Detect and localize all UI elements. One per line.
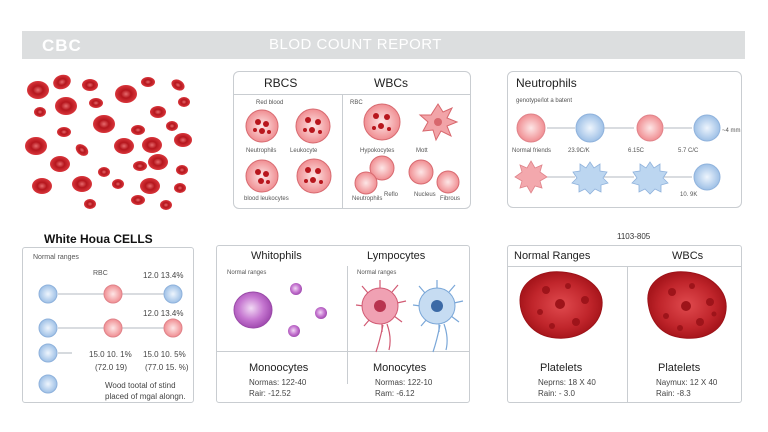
label-normal-friends: Normal friends <box>512 148 552 154</box>
label-5-7cc: 5.7 C/C <box>678 148 699 154</box>
label-blood-leukocytes: blood leukocytes <box>244 196 289 202</box>
label-6-15c: 6.15C <box>628 148 645 154</box>
label-reflo: Reflo <box>384 192 399 198</box>
label-23-9ck: 23.9C/K <box>568 148 590 154</box>
white-cells-header: Normal ranges <box>33 254 79 261</box>
label-nucleus: Nucleus <box>414 192 436 198</box>
platelets-right-name: Platelets <box>658 362 701 374</box>
panel-wbcs-title: WBCs <box>374 76 408 90</box>
white-cells-outside-title: White Houa CELLS <box>44 232 153 246</box>
platelets-left-rare: Rain: - 3.0 <box>538 389 575 398</box>
value-row3-right: 15.0 10. 5% <box>143 350 186 359</box>
ranges-title-left: Normal Ranges <box>514 250 591 262</box>
panel-rbcs-title: RBCS <box>264 76 298 90</box>
monocytes-range: Normas: 122-10 <box>375 378 433 387</box>
value-row3-left: 15.0 10. 1% <box>89 350 132 359</box>
lympocytes-title: Lympocytes <box>367 250 426 262</box>
monoocytes-name: Monoocytes <box>249 362 309 374</box>
label-neutrophils: Neutrophils <box>246 148 277 154</box>
platelets-left-name: Platelets <box>540 362 583 374</box>
label-neutrophils-2: Neutrophils <box>352 196 383 202</box>
value-row4-right: (77.0 15. %) <box>145 363 189 372</box>
monocytes-name: Monocytes <box>373 362 427 374</box>
platelets-right-range: Naymux: 12 X 40 <box>656 378 718 387</box>
report-banner: CBC BLOD COUNT REPORT <box>22 31 745 59</box>
value-row2: 12.0 13.4% <box>143 309 184 318</box>
label-4mm: ~4 mm <box>722 128 741 134</box>
rbc-scatter <box>25 74 192 210</box>
value-row1: 12.0 13.4% <box>143 271 184 280</box>
lympocytes-subtitle: Normal ranges <box>357 270 397 276</box>
white-cells-footnote-2: placed of mgal alongn. <box>105 392 186 401</box>
whitophils-panel: Whitophils Lympocytes Normal ranges Norm… <box>216 245 470 403</box>
white-cells-rbc-label: RBC <box>93 270 108 277</box>
label-fibrous: Fibrous <box>440 196 461 202</box>
label-10-9k: 10. 9K <box>680 192 698 198</box>
banner-cbc-label: CBC <box>42 36 82 55</box>
platelets-left-range: Neprns: 18 X 40 <box>538 378 596 387</box>
monocytes-rare: Ram: -6.12 <box>375 389 415 398</box>
neutrophils-title: Neutrophils <box>516 76 577 90</box>
neutrophils-panel: Neutrophils genotype/lot a batent Normal… <box>507 71 742 208</box>
label-leukocyte: Leukocyte <box>290 148 318 154</box>
label-hypokocytes: Hypokocytes <box>360 148 395 154</box>
white-cells-footnote-1: Wood tootal of stind <box>105 381 176 390</box>
rbc-wbc-panel: RBCS WBCs Red blood Neutrophils Leukocyt… <box>233 71 471 209</box>
value-row4-left: (72.0 19) <box>95 363 128 372</box>
platelets-right-rare: Rain: -8.3 <box>656 389 691 398</box>
label-mott: Mott <box>416 148 428 154</box>
ranges-outside-label: 1103-805 <box>617 232 651 241</box>
neutrophils-subtitle: genotype/lot a batent <box>516 98 573 104</box>
whitophils-title: Whitophils <box>251 250 302 262</box>
white-cells-panel: Normal ranges RBC 12.0 13.4% 12.0 13.4% … <box>22 247 194 403</box>
monoocytes-rare: Rair: -12.52 <box>249 389 291 398</box>
whitophils-subtitle: Normal ranges <box>227 270 267 276</box>
ranges-title-right: WBCs <box>672 250 704 262</box>
label-red-blood: Red blood <box>256 100 284 106</box>
banner-report-title: BLOD COUNT REPORT <box>269 36 442 53</box>
normal-ranges-panel: Normal Ranges WBCs Platelets Neprns: 18 … <box>507 245 742 403</box>
label-rbc: RBC <box>350 100 363 106</box>
monoocytes-range: Normas: 122-40 <box>249 378 307 387</box>
